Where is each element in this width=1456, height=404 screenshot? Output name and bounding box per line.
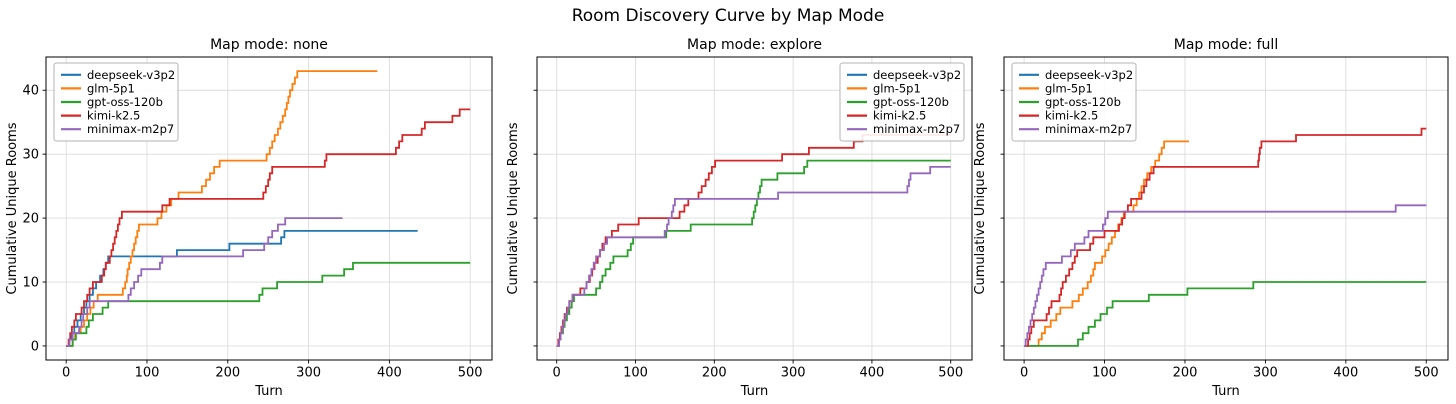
series-line-deepseek-v3p2 — [66, 230, 418, 347]
legend-label-deepseek-v3p2: deepseek-v3p2 — [87, 68, 175, 82]
legend-label-deepseek-v3p2: deepseek-v3p2 — [1045, 68, 1133, 82]
x-tick-label: 400 — [377, 366, 402, 381]
legend-label-minimax-m2p7: minimax-m2p7 — [1045, 122, 1132, 136]
legend-label-glm-5p1: glm-5p1 — [87, 81, 135, 95]
legend-label-kimi-k2.5: kimi-k2.5 — [1045, 109, 1098, 123]
x-axis-label: Turn — [740, 384, 769, 399]
figure-title: Room Discovery Curve by Map Mode — [571, 6, 885, 26]
panel-explore: 0 100 200 300 400 500 Map mode: explore Turn Cum… — [506, 37, 973, 399]
series-line-kimi-k2.5 — [1024, 127, 1427, 347]
legend-label-glm-5p1: glm-5p1 — [1045, 81, 1093, 95]
legend-label-glm-5p1: glm-5p1 — [873, 81, 921, 95]
axes-frame — [1003, 56, 1449, 361]
y-axis-label: Cumulative Unique Rooms — [973, 122, 988, 294]
x-tick-label: 100 — [135, 366, 160, 381]
x-tick-label: 400 — [860, 366, 885, 381]
series-line-glm-5p1 — [1024, 140, 1189, 347]
x-tick-label: 200 — [215, 366, 240, 381]
y-tick-label: 20 — [22, 212, 39, 227]
legend: deepseek-v3p2glm-5p1gpt-oss-120bkimi-k2.… — [53, 62, 179, 142]
y-tick-label: 40 — [22, 84, 39, 99]
y-tick-label: 10 — [22, 276, 39, 291]
axes-frame — [536, 56, 973, 361]
x-tick-label: 400 — [1333, 366, 1358, 381]
x-tick-label: 100 — [1092, 366, 1117, 381]
x-axis-label: Turn — [1211, 384, 1240, 399]
x-axis-label: Turn — [254, 384, 283, 399]
legend: deepseek-v3p2glm-5p1gpt-oss-120bkimi-k2.… — [839, 62, 965, 142]
x-tick-label: 0 — [62, 366, 70, 381]
legend-label-gpt-oss-120b: gpt-oss-120b — [1045, 95, 1121, 109]
series-line-gpt-oss-120b — [66, 261, 471, 347]
series-line-kimi-k2.5 — [66, 108, 471, 347]
x-tick-label: 300 — [781, 366, 806, 381]
legend-label-kimi-k2.5: kimi-k2.5 — [873, 109, 926, 123]
legend-label-minimax-m2p7: minimax-m2p7 — [873, 122, 960, 136]
legend-label-gpt-oss-120b: gpt-oss-120b — [873, 95, 949, 109]
series-line-kimi-k2.5 — [556, 134, 951, 347]
legend-box — [53, 62, 179, 142]
x-tick-label: 200 — [702, 366, 727, 381]
legend-label-deepseek-v3p2: deepseek-v3p2 — [873, 68, 961, 82]
series-line-minimax-m2p7 — [556, 166, 951, 347]
subplot-title: Map mode: none — [210, 37, 328, 53]
x-tick-label: 0 — [553, 366, 561, 381]
x-tick-label: 500 — [1414, 366, 1439, 381]
axes-frame — [45, 56, 493, 361]
legend-label-minimax-m2p7: minimax-m2p7 — [87, 122, 174, 136]
y-axis-label: Cumulative Unique Rooms — [5, 122, 20, 294]
y-tick-label: 30 — [22, 148, 39, 163]
y-tick-label: 0 — [31, 339, 39, 354]
x-tick-label: 100 — [623, 366, 648, 381]
subplot-title: Map mode: full — [1174, 37, 1278, 53]
x-tick-label: 0 — [1020, 366, 1028, 381]
x-tick-label: 500 — [938, 366, 963, 381]
legend: deepseek-v3p2glm-5p1gpt-oss-120bkimi-k2.… — [1011, 62, 1137, 142]
x-tick-label: 300 — [1253, 366, 1278, 381]
y-axis-label: Cumulative Unique Rooms — [506, 122, 521, 294]
x-tick-label: 500 — [458, 366, 483, 381]
x-tick-label: 200 — [1173, 366, 1198, 381]
legend-box — [839, 62, 965, 142]
series-line-minimax-m2p7 — [1024, 204, 1427, 347]
series-line-minimax-m2p7 — [66, 217, 343, 347]
legend-label-kimi-k2.5: kimi-k2.5 — [87, 109, 140, 123]
panel-none: 0 100 200 300 400 500 0 10 20 30 40 Map mode: none T… — [5, 37, 493, 399]
legend-box — [1011, 62, 1137, 142]
panel-full: 0 100 200 300 400 500 Map mode: full Turn Cumula… — [973, 37, 1449, 399]
series-line-gpt-oss-120b — [1024, 281, 1427, 347]
series-line-gpt-oss-120b — [556, 159, 951, 347]
subplot-title: Map mode: explore — [687, 37, 822, 53]
legend-label-gpt-oss-120b: gpt-oss-120b — [87, 95, 163, 109]
x-tick-label: 300 — [296, 366, 321, 381]
